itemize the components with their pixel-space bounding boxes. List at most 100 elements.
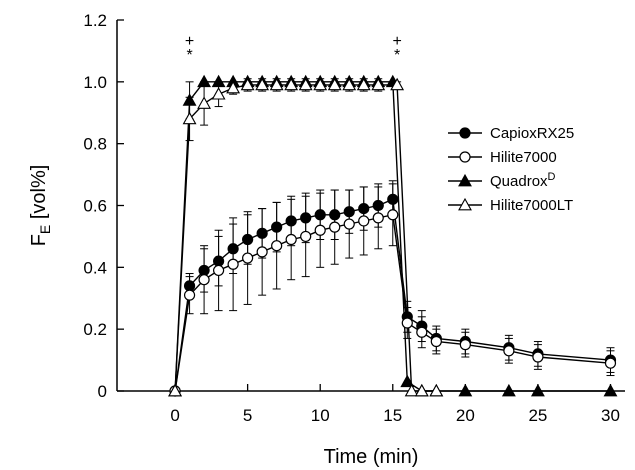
x-axis-label: Time (min) [324,446,419,468]
legend: CapioxRX25 Hilite7000 QuadroxD Hilite7000LT [448,125,574,214]
data-point-capioxrx25 [183,280,196,292]
data-point-quadrox [197,74,212,88]
legend-label-name: Hilite7000 [490,149,557,166]
annotation-star: * [186,47,192,64]
data-point-hilite7000 [532,351,544,363]
data-point-hilite7000 [430,335,442,348]
data-point-capioxrx25 [300,212,312,224]
data-point-hilite7000lt [168,383,182,397]
y-axis-label-sub: E [37,225,53,234]
data-point-hilite7000 [416,326,428,338]
data-point-hilite7000lt [356,77,371,91]
data-point-hilite7000lt [298,77,313,91]
y-tick-label: 1.2 [83,11,107,30]
annotation-star: * [394,47,400,64]
legend-label: Hilite7000LT [490,197,573,214]
data-point-quadrox [400,374,415,388]
data-point-quadrox [530,383,545,397]
data-point-hilite7000 [213,264,225,277]
y-tick-label: 1.0 [83,73,107,92]
x-tick-label: 20 [456,406,475,425]
data-point-hilite7000 [183,289,196,301]
x-tick-label: 5 [243,406,252,425]
data-point-hilite7000 [401,317,413,329]
legend-marker [459,151,471,163]
x-tick-label: 15 [383,406,402,425]
data-point-hilite7000lt [211,87,226,100]
data-point-hilite7000 [343,218,355,230]
data-point-capioxrx25 [256,227,268,239]
y-tick-label: 0.6 [83,197,107,216]
data-point-capioxrx25 [387,193,399,205]
y-axis-label-main: F [28,234,50,246]
legend-marker [459,127,471,139]
y-tick-label: 0.4 [83,258,107,277]
legend-label: Hilite7000 [490,149,557,166]
legend-label-sup: D [548,171,556,183]
data-point-hilite7000 [256,246,268,258]
y-tick-label: 0.8 [83,135,107,154]
data-point-hilite7000 [503,345,515,357]
x-tick-label: 10 [311,406,330,425]
data-point-capioxrx25 [314,209,326,221]
data-point-hilite7000lt [390,77,405,91]
data-point-hilite7000 [314,224,326,236]
data-point-hilite7000 [242,252,254,264]
data-point-hilite7000 [604,357,617,369]
data-point-hilite7000 [285,233,297,246]
data-point-hilite7000lt [371,77,386,91]
y-tick-label: 0 [98,382,107,401]
data-point-capioxrx25 [343,206,355,218]
series-markers [168,74,618,397]
data-point-hilite7000 [329,221,341,233]
data-point-hilite7000lt [313,77,328,91]
x-tick-label: 25 [528,406,547,425]
data-point-hilite7000lt [284,77,299,91]
data-point-hilite7000 [459,339,471,351]
data-point-hilite7000lt [182,111,197,125]
legend-label-name: Hilite7000LT [490,197,573,214]
legend-label: QuadroxD [490,171,556,190]
x-tick-label: 30 [601,406,620,425]
legend-label: CapioxRX25 [490,125,574,142]
data-point-capioxrx25 [285,215,297,227]
data-point-capioxrx25 [329,209,341,221]
x-tick-label: 0 [170,406,179,425]
data-point-hilite7000 [387,209,399,221]
data-point-capioxrx25 [198,264,210,277]
data-point-capioxrx25 [372,199,384,212]
legend-label-name: CapioxRX25 [490,125,574,142]
data-point-hilite7000lt [269,77,284,91]
legend-label-name: Quadrox [490,173,548,190]
data-point-hilite7000lt [226,80,241,94]
data-point-capioxrx25 [227,243,239,255]
data-point-hilite7000 [300,230,312,243]
data-point-quadrox [211,74,226,88]
data-point-hilite7000lt [240,77,255,91]
data-point-hilite7000lt [414,383,429,397]
data-point-hilite7000lt [404,383,419,397]
data-point-hilite7000lt [327,77,342,91]
annotation-plus: + [392,33,401,50]
data-point-quadrox [603,383,618,397]
data-point-hilite7000lt [255,77,270,91]
data-point-hilite7000 [271,240,283,252]
data-point-hilite7000 [372,212,384,224]
data-point-quadrox [501,383,516,397]
data-point-hilite7000 [227,258,239,270]
y-axis-label: FE [vol%] [28,165,53,247]
data-point-hilite7000 [198,274,210,286]
data-point-hilite7000lt [197,96,212,109]
axes: 0 0.2 0.4 0.6 0.8 1.0 1.2 0 5 10 15 20 25 30 [83,11,625,425]
annotation-plus: + [185,33,194,50]
legend-marker [458,173,472,187]
y-tick-label: 0.2 [83,320,107,339]
significance-annotations: +*+* [185,33,402,64]
y-axis-label-suffix: [vol%] [28,165,50,225]
data-point-capioxrx25 [242,233,254,246]
data-point-capioxrx25 [271,221,283,233]
data-point-hilite7000 [358,215,370,227]
data-point-capioxrx25 [213,255,225,267]
data-point-quadrox [182,93,197,106]
